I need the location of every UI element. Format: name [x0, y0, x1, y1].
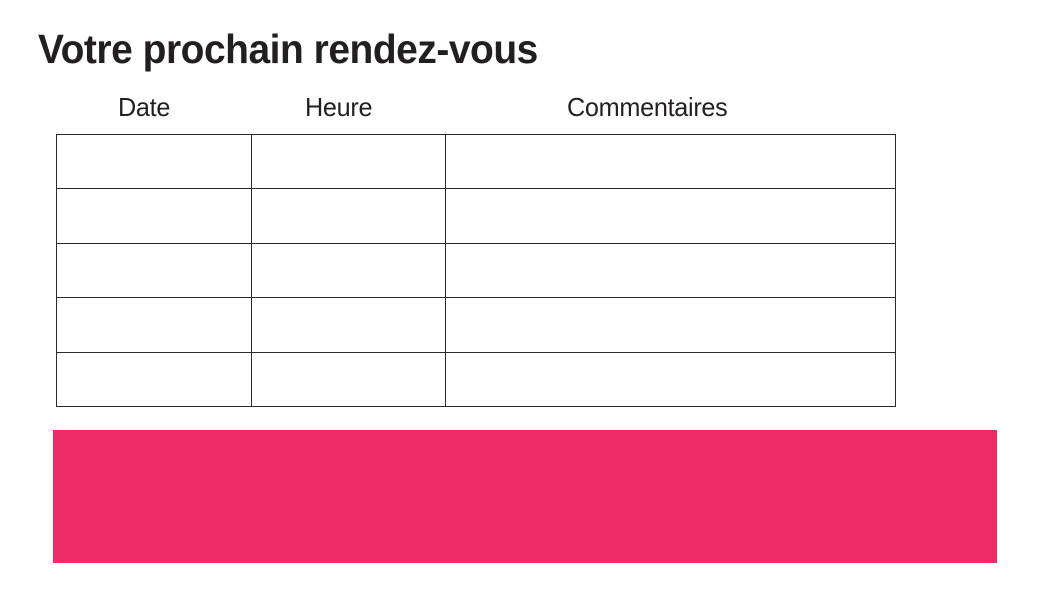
- table-cell: [56, 133, 252, 190]
- column-header-commentaires: Commentaires: [567, 92, 728, 122]
- table-cell: [251, 188, 446, 244]
- table-cell: [445, 242, 896, 299]
- table-row: [56, 297, 896, 353]
- table-row: [56, 133, 896, 190]
- highlight-bar: [53, 430, 997, 563]
- table-cell: [251, 242, 446, 299]
- table-cell: [445, 133, 896, 190]
- appointments-table: [56, 133, 896, 408]
- table-cell: [56, 242, 252, 299]
- page-title: Votre prochain rendez-vous: [38, 26, 538, 72]
- table-cell: [56, 351, 252, 408]
- table-cell: [251, 297, 446, 353]
- table-cell: [445, 297, 896, 353]
- table-cell: [445, 188, 896, 244]
- table-row: [56, 242, 896, 299]
- table-cell: [251, 133, 446, 190]
- table-cell: [251, 351, 446, 408]
- table-cell: [445, 351, 896, 408]
- table-cell: [56, 188, 252, 244]
- table-row: [56, 351, 896, 408]
- table-row: [56, 188, 896, 244]
- table-cell: [56, 297, 252, 353]
- column-header-date: Date: [118, 92, 171, 122]
- column-header-heure: Heure: [305, 92, 373, 122]
